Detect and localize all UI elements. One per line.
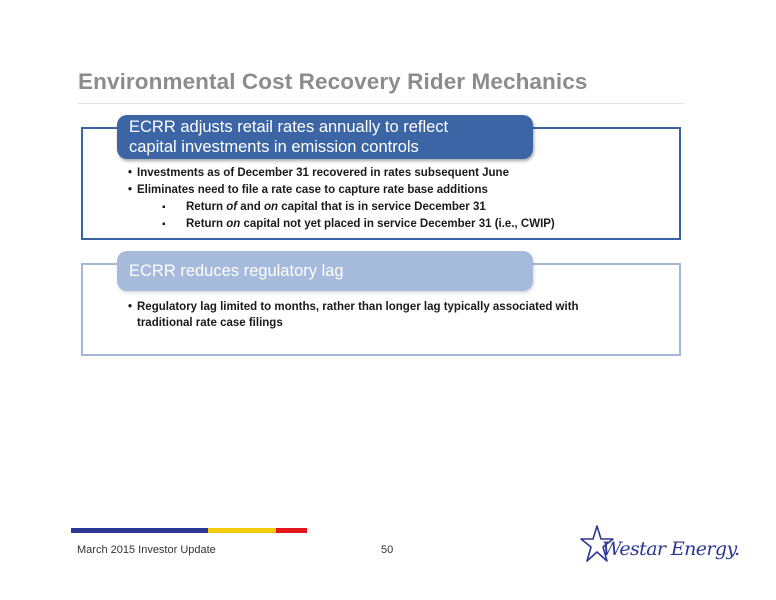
panel-ecrr-reduces-bullets: Regulatory lag limited to months, rather…	[128, 300, 668, 331]
bullet-item: Regulatory lag limited to months, rather…	[128, 300, 668, 331]
panel-label-line-1: ECRR adjusts retail rates annually to re…	[129, 118, 449, 136]
panel-label-line-2: capital investments in emission controls	[129, 138, 419, 156]
panel-ecrr-adjusts-bullets: Investments as of December 31 recovered …	[128, 165, 668, 233]
bullet-item: Eliminates need to file a rate case to c…	[128, 182, 668, 199]
bullet-line-2: traditional rate case filings	[137, 316, 283, 329]
star-icon	[580, 525, 614, 562]
sub-bullet-text: Return	[186, 218, 227, 230]
sub-bullet-text: Return	[186, 201, 227, 213]
bullet-line-1: Regulatory lag limited to months, rather…	[137, 301, 579, 313]
footer-bar-red	[276, 528, 307, 533]
panel-ecrr-adjusts-label: ECRR adjusts retail rates annually to re…	[117, 115, 533, 159]
footer-caption: March 2015 Investor Update	[77, 544, 216, 556]
sub-bullet-text: capital not yet placed in service Decemb…	[240, 218, 555, 230]
sub-bullet-text: capital that is in service December 31	[278, 201, 486, 213]
footer-bar-yellow	[208, 528, 276, 533]
sub-bullet-item: Return of and on capital that is in serv…	[128, 199, 668, 216]
westar-energy-logo: Westar Energy.	[580, 524, 740, 568]
panel-ecrr-reduces-label: ECRR reduces regulatory lag	[117, 251, 533, 291]
sub-bullet-emphasis: of	[226, 201, 238, 213]
bullet-item: Investments as of December 31 recovered …	[128, 165, 668, 182]
panel-label-line-1: ECRR reduces regulatory lag	[129, 262, 344, 280]
page-number: 50	[381, 544, 394, 556]
footer-bar-blue	[71, 528, 208, 533]
title-divider	[78, 103, 684, 104]
logo-wordmark: Westar Energy.	[602, 538, 740, 560]
sub-bullet-emphasis: on	[263, 201, 279, 213]
slide-title: Environmental Cost Recovery Rider Mechan…	[78, 69, 588, 94]
sub-bullet-emphasis: on	[226, 218, 241, 230]
sub-bullet-item: Return on capital not yet placed in serv…	[128, 216, 668, 233]
sub-bullet-text: and	[237, 201, 264, 213]
